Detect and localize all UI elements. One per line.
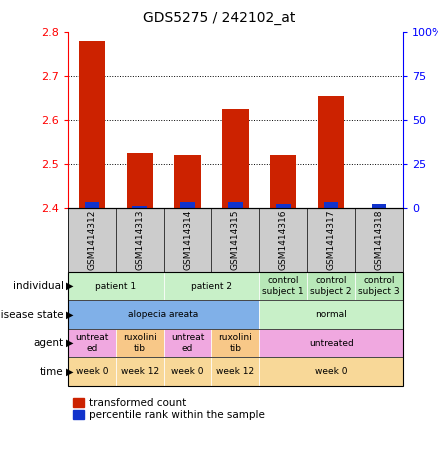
Legend: transformed count, percentile rank within the sample: transformed count, percentile rank withi…: [73, 398, 265, 420]
Bar: [180, 202, 195, 208]
Text: ▶: ▶: [66, 338, 73, 348]
Text: patient 2: patient 2: [191, 282, 232, 290]
Text: untreat
ed: untreat ed: [171, 333, 204, 353]
Text: control
subject 1: control subject 1: [262, 276, 304, 296]
Text: time: time: [40, 366, 64, 377]
Bar: [79, 41, 105, 208]
Text: week 12: week 12: [120, 367, 159, 376]
Bar: [372, 204, 386, 208]
Bar: [85, 202, 99, 208]
Text: ▶: ▶: [66, 281, 73, 291]
Text: week 0: week 0: [76, 367, 108, 376]
Text: patient 1: patient 1: [95, 282, 136, 290]
Bar: [127, 153, 153, 208]
Text: week 0: week 0: [171, 367, 204, 376]
Bar: [174, 155, 201, 208]
Bar: [276, 204, 290, 208]
Text: normal: normal: [315, 310, 347, 319]
Text: ruxolini
tib: ruxolini tib: [123, 333, 156, 353]
Text: individual: individual: [13, 281, 64, 291]
Bar: [222, 109, 249, 208]
Text: week 0: week 0: [315, 367, 347, 376]
Text: week 12: week 12: [216, 367, 254, 376]
Text: GDS5275 / 242102_at: GDS5275 / 242102_at: [143, 11, 295, 25]
Text: control
subject 3: control subject 3: [358, 276, 400, 296]
Text: ruxolini
tib: ruxolini tib: [219, 333, 252, 353]
Text: ▶: ▶: [66, 309, 73, 320]
Text: ▶: ▶: [66, 366, 73, 377]
Text: control
subject 2: control subject 2: [311, 276, 352, 296]
Text: disease state: disease state: [0, 309, 64, 320]
Bar: [318, 96, 344, 208]
Bar: [132, 206, 147, 208]
Text: untreat
ed: untreat ed: [75, 333, 109, 353]
Text: untreated: untreated: [309, 339, 353, 347]
Text: alopecia areata: alopecia areata: [128, 310, 199, 319]
Bar: [228, 202, 243, 208]
Text: agent: agent: [33, 338, 64, 348]
Bar: [324, 202, 339, 208]
Bar: [270, 155, 297, 208]
